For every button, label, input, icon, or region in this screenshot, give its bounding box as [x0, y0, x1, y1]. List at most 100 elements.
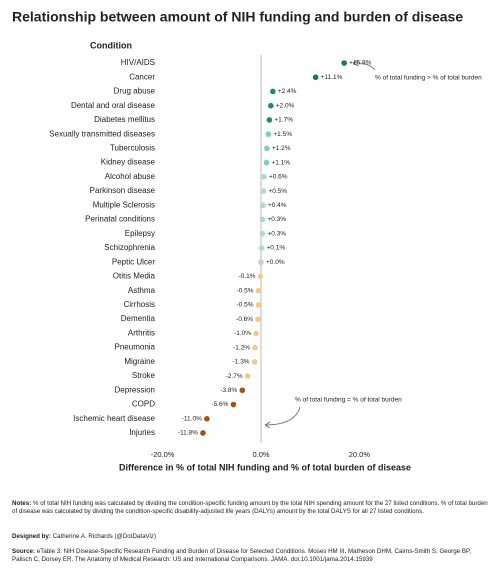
value-label: -1.2% — [233, 344, 250, 351]
credit: Designed by: Catherine A. Richards (@Dot… — [12, 533, 490, 541]
source-label: Source: — [12, 548, 36, 555]
annotation-arrow — [352, 62, 376, 71]
arrowhead — [264, 421, 271, 429]
value-label: -0.1% — [239, 273, 256, 280]
source-text: eTable 3. NIH Disease-Specific Research … — [12, 548, 472, 563]
annotation: % of total funding > % of total burden — [375, 75, 482, 82]
credit-text: Catherine A. Richards (@DotDataViz) — [52, 533, 157, 540]
value-label: -1.3% — [233, 359, 250, 366]
value-label: -3.8% — [220, 387, 237, 394]
value-label: +0.0% — [266, 259, 285, 266]
category-label: Asthma — [128, 286, 156, 295]
annotation: % of total funding = % of total burden — [295, 397, 402, 404]
category-label: Arthritis — [128, 328, 155, 337]
value-label: +0.5% — [268, 188, 287, 195]
value-label: +0.1% — [266, 245, 285, 252]
value-label: -2.7% — [226, 373, 243, 380]
category-label: Multiple Sclerosis — [93, 200, 155, 209]
value-label: +0.3% — [267, 230, 286, 237]
dot — [255, 316, 261, 322]
category-label: Stroke — [132, 371, 156, 380]
dot — [259, 230, 266, 237]
dot — [268, 102, 274, 109]
notes: Notes: % of total NIH funding was calcul… — [12, 500, 490, 516]
category-label: Epilepsy — [125, 229, 155, 238]
value-label: +0.6% — [269, 174, 288, 181]
value-label: +1.1% — [271, 159, 290, 166]
category-label: Sexually transmitted diseases — [49, 129, 155, 138]
dot — [312, 74, 319, 81]
value-label: +16.9% — [349, 60, 371, 67]
category-label: Diabetes mellitus — [94, 115, 155, 124]
category-label: Drug abuse — [114, 87, 156, 96]
dot — [251, 359, 258, 365]
dot — [270, 88, 276, 95]
dot — [265, 131, 272, 137]
category-label: Otitis Media — [113, 272, 156, 281]
credit-label: Designed by: — [12, 533, 51, 540]
dot — [266, 117, 273, 123]
value-label: +2.0% — [276, 102, 295, 109]
category-label: Tuberculosis — [110, 143, 155, 152]
dot — [230, 401, 237, 408]
dot — [244, 373, 251, 379]
value-label: -1.0% — [234, 330, 251, 337]
value-label: +11.1% — [321, 74, 343, 81]
dot — [259, 216, 266, 223]
category-label: Schizophrenia — [104, 243, 155, 252]
category-label: Peptic Ulcer — [112, 257, 155, 266]
dot — [200, 430, 206, 436]
category-label: Pneumonia — [115, 343, 156, 352]
dot — [260, 202, 266, 209]
category-label: Perinatal conditions — [85, 215, 155, 224]
chart: Relationship between amount of NIH fundi… — [12, 9, 482, 473]
category-label: Depression — [115, 385, 155, 394]
source: Source: eTable 3. NIH Disease-Specific R… — [12, 548, 490, 564]
category-label: Dementia — [121, 314, 156, 323]
dot — [239, 387, 246, 394]
category-label: COPD — [132, 400, 155, 409]
value-label: -11.8% — [178, 430, 198, 437]
x-tick-label: 0.0% — [252, 450, 269, 459]
notes-text: % of total NIH funding was calculated by… — [12, 500, 488, 515]
dot — [258, 259, 264, 266]
category-label: Injuries — [129, 428, 155, 437]
value-label: +2.4% — [278, 88, 297, 95]
dot — [204, 415, 210, 422]
value-label: -0.5% — [237, 302, 254, 309]
chart-title: Relationship between amount of NIH fundi… — [12, 9, 463, 25]
x-tick-label: -20.0% — [151, 450, 175, 459]
dot — [260, 188, 267, 194]
y-header: Condition — [90, 40, 132, 50]
value-label: +0.3% — [267, 216, 286, 223]
dot — [341, 60, 347, 66]
value-label: +1.2% — [272, 145, 291, 152]
dot — [258, 245, 265, 251]
value-label: -0.6% — [236, 316, 253, 323]
notes-label: Notes: — [12, 500, 32, 507]
dot — [264, 145, 270, 152]
category-label: Cancer — [129, 72, 155, 81]
annotation-arrow — [264, 406, 301, 426]
dot — [261, 174, 267, 180]
category-label: Cirrhosis — [123, 300, 155, 309]
category-label: Migraine — [124, 357, 155, 366]
category-label: Alcohol abuse — [105, 172, 156, 181]
value-label: -0.5% — [237, 287, 254, 294]
value-label: -5.6% — [211, 401, 228, 408]
value-label: +1.7% — [274, 117, 293, 124]
category-label: Parkinson disease — [90, 186, 156, 195]
value-label: -11.0% — [182, 415, 202, 422]
dot — [255, 302, 262, 308]
category-label: HIV/AIDS — [121, 58, 155, 67]
value-label: +0.4% — [268, 202, 287, 209]
category-label: Kidney disease — [101, 158, 156, 167]
category-label: Dental and oral disease — [71, 101, 156, 110]
arrowhead — [352, 59, 359, 67]
category-label: Ischemic heart disease — [73, 414, 155, 423]
dot — [252, 344, 258, 351]
dot — [253, 330, 259, 337]
x-tick-label: 20.0% — [349, 450, 371, 459]
dot — [255, 287, 262, 294]
